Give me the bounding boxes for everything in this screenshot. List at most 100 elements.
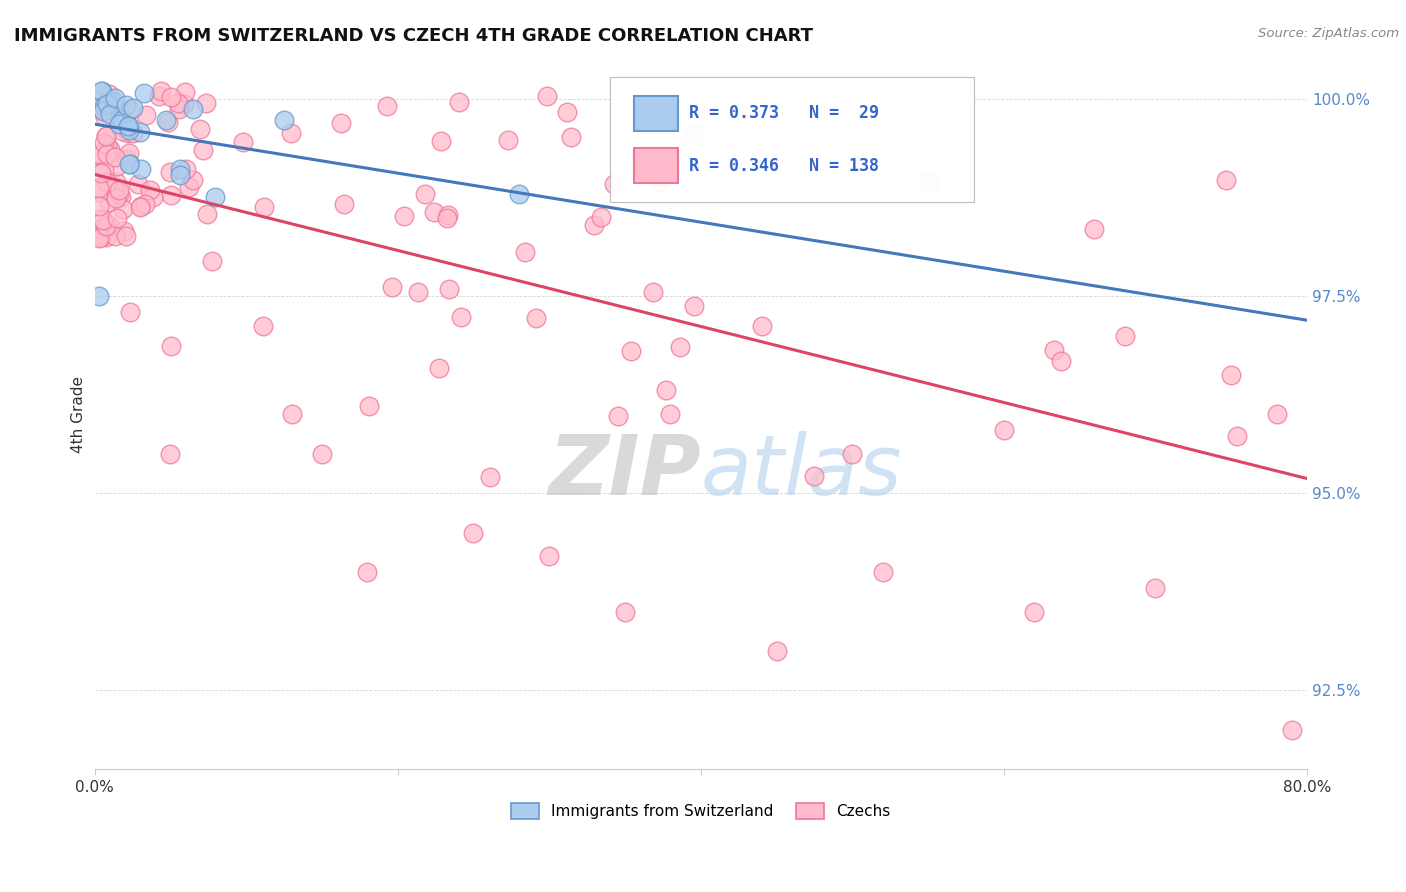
Point [636,158,658,172]
Point [87,186,110,200]
Point [98,219,121,234]
Point [181,173,204,187]
Point [333,197,356,211]
Point [643,285,665,300]
Point [134,197,156,211]
Point [96,137,118,152]
Point [1226,428,1249,442]
Point [174,85,197,99]
Point [655,383,678,397]
Point [356,565,378,579]
Point [112,224,135,238]
Point [111,202,134,217]
FancyBboxPatch shape [634,148,678,183]
Point [118,145,141,160]
Point [117,123,139,137]
Point [132,86,155,100]
Point [583,218,606,232]
Point [765,644,787,658]
Point [90,166,112,180]
Point [89,230,111,244]
Point [104,191,127,205]
Point [87,222,110,236]
Point [329,115,352,129]
Point [98,194,121,209]
Point [94,128,117,143]
Point [232,136,254,150]
Point [111,112,134,127]
Point [118,305,141,319]
Point [682,126,704,140]
Point [447,95,470,110]
Point [96,175,118,189]
Point [89,149,111,163]
Point [115,98,138,112]
Point [87,147,110,161]
Point [1042,343,1064,357]
Point [91,212,114,227]
Point [1144,581,1167,595]
Point [104,91,127,105]
Point [181,102,204,116]
Text: Source: ZipAtlas.com: Source: ZipAtlas.com [1258,27,1399,40]
Point [120,157,142,171]
Point [105,175,128,189]
Point [97,87,120,102]
Point [918,174,941,188]
Point [450,310,472,324]
Point [423,204,446,219]
Point [427,361,450,376]
Point [1220,368,1243,382]
Point [177,180,200,194]
Point [93,99,115,113]
Text: R = 0.346   N = 138: R = 0.346 N = 138 [689,157,879,175]
Point [155,112,177,127]
Point [122,101,145,115]
Point [872,565,894,579]
Point [104,228,127,243]
Point [129,200,152,214]
Point [94,219,117,233]
Point [169,162,191,177]
Point [159,165,181,179]
Point [1083,221,1105,235]
Point [110,190,132,204]
Point [201,254,224,268]
Point [252,318,274,333]
Point [1215,173,1237,187]
Point [193,144,215,158]
Point [93,104,115,119]
Point [620,343,643,358]
Point [108,117,131,131]
Point [392,209,415,223]
Point [167,95,190,110]
Point [90,84,112,98]
Point [93,136,115,150]
Point [524,311,547,326]
Point [993,423,1015,437]
Point [160,339,183,353]
Point [96,147,118,161]
Point [538,549,561,564]
Point [122,126,145,140]
Point [96,97,118,112]
Point [108,187,131,202]
Point [128,125,150,139]
Point [1265,408,1288,422]
Point [252,200,274,214]
Point [174,162,197,177]
Point [436,211,458,226]
Point [479,470,502,484]
Point [463,525,485,540]
Point [107,159,129,173]
Point [94,110,117,124]
Point [87,199,110,213]
Point [436,209,458,223]
Point [103,95,125,109]
Point [803,469,825,483]
Point [169,168,191,182]
Point [515,244,537,259]
Point [280,408,302,422]
Text: R = 0.373   N =  29: R = 0.373 N = 29 [689,104,879,122]
Point [103,97,125,112]
